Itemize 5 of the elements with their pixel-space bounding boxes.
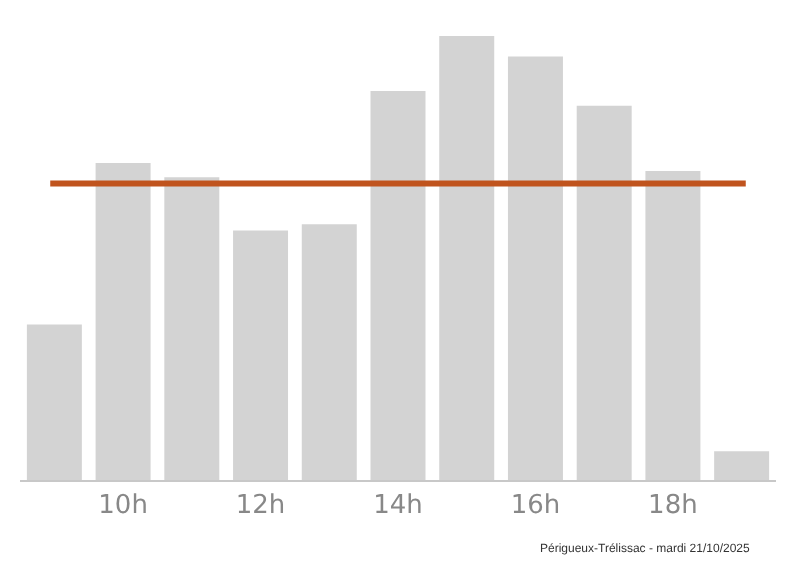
x-tick-label: 18h	[648, 491, 698, 522]
x-tick-label: 10h	[98, 491, 148, 522]
x-tick-label: 12h	[235, 491, 286, 522]
x-tick-label: 14h	[373, 491, 423, 522]
x-tick-label: 16h	[510, 491, 561, 522]
